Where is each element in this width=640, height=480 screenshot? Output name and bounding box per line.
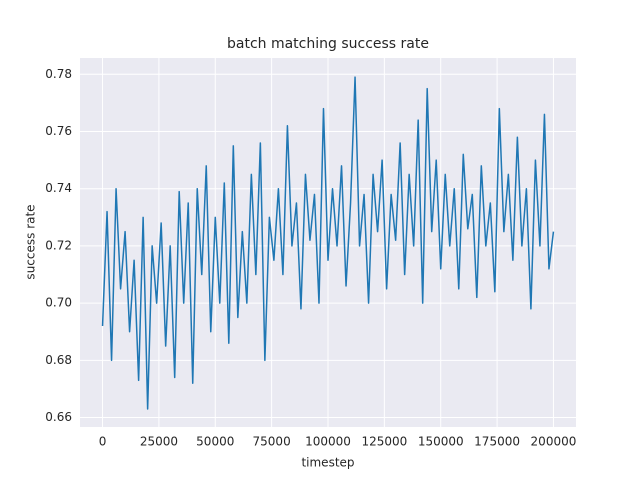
- y-tick-label: 0.78: [45, 67, 72, 81]
- data-line: [101, 76, 555, 410]
- y-axis-label: success rate: [24, 204, 38, 279]
- y-tick-label: 0.74: [45, 181, 72, 195]
- x-tick-label: 0: [99, 435, 107, 449]
- x-tick-label: 200000: [531, 435, 577, 449]
- x-axis-label: timestep: [301, 456, 354, 470]
- y-tick-label: 0.72: [45, 238, 72, 252]
- x-tick-label: 100000: [305, 435, 351, 449]
- y-tick-label: 0.76: [45, 124, 72, 138]
- chart-title: batch matching success rate: [227, 36, 429, 52]
- x-tick-label: 125000: [361, 435, 407, 449]
- x-tick-label: 150000: [418, 435, 464, 449]
- x-tick-label: 25000: [140, 435, 178, 449]
- x-tick-label: 75000: [253, 435, 291, 449]
- x-tick-label: 175000: [474, 435, 520, 449]
- y-tick-label: 0.66: [45, 410, 72, 424]
- y-tick-label: 0.68: [45, 353, 72, 367]
- y-tick-label: 0.70: [45, 296, 72, 310]
- x-tick-label: 50000: [196, 435, 234, 449]
